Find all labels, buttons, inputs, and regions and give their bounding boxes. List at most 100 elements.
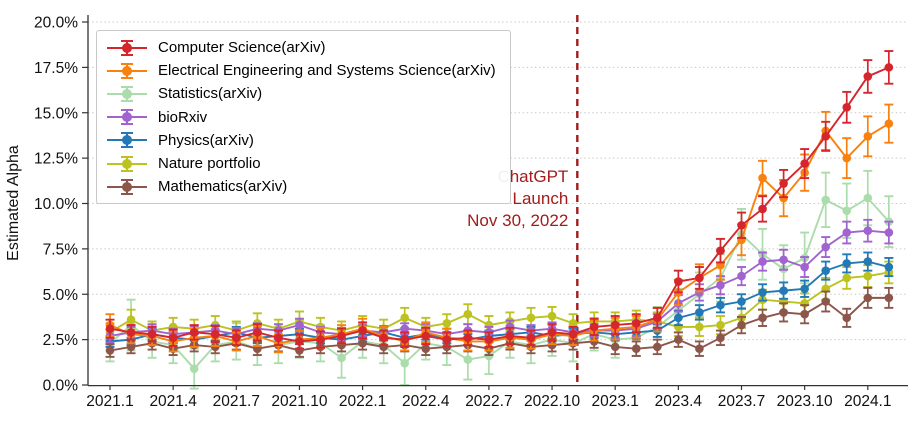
data-point	[400, 324, 410, 334]
y-tick-label: 7.5%	[43, 241, 79, 258]
legend-item-mathematics: Mathematics(arXiv)	[105, 175, 496, 198]
data-point	[400, 358, 410, 368]
data-point	[821, 266, 830, 275]
x-tick-label: 2021.4	[149, 393, 197, 410]
legend: Computer Science(arXiv) Electrical Engin…	[96, 30, 511, 205]
data-point	[526, 313, 536, 323]
data-point	[863, 257, 873, 266]
x-tick-label: 2022.4	[402, 393, 450, 410]
data-point	[505, 331, 515, 341]
y-tick-label: 2.5%	[43, 332, 79, 349]
data-point	[779, 255, 788, 265]
data-point	[800, 309, 809, 319]
errorbar-key-icon	[107, 132, 147, 149]
errorbar-key-icon	[107, 39, 147, 56]
legend-label: Mathematics(arXiv)	[158, 178, 288, 196]
data-point	[358, 326, 367, 335]
x-tick-label: 2023.10	[777, 393, 833, 410]
x-tick-label: 2022.7	[465, 393, 512, 410]
errorbar-key-icon	[107, 155, 147, 172]
series-line	[109, 271, 890, 334]
data-point	[610, 320, 620, 330]
data-point	[800, 284, 809, 294]
data-point	[737, 220, 746, 230]
x-tick-label: 2021.10	[271, 393, 327, 410]
data-point	[863, 132, 873, 141]
data-point	[821, 297, 830, 306]
data-point	[695, 344, 704, 354]
data-point	[568, 329, 578, 339]
data-point	[800, 262, 809, 272]
data-point	[842, 153, 852, 163]
legend-label: Physics(arXiv)	[158, 131, 254, 149]
data-point	[484, 335, 494, 344]
data-point	[189, 364, 199, 373]
data-point	[863, 226, 873, 236]
data-point	[779, 179, 788, 188]
data-point	[463, 333, 473, 343]
x-tick-label: 2023.4	[655, 393, 703, 410]
data-point	[842, 313, 852, 323]
data-point	[463, 355, 473, 364]
data-point	[653, 313, 662, 323]
chatgpt-launch-annotation: Launch	[513, 189, 569, 208]
legend-label: Statistics(arXiv)	[158, 85, 263, 103]
data-point	[716, 320, 725, 330]
legend-label: Computer Science(arXiv)	[158, 39, 326, 57]
data-point	[147, 329, 157, 339]
data-point	[737, 297, 746, 306]
data-point	[253, 328, 262, 337]
data-point	[842, 273, 852, 283]
x-tick-label: 2023.1	[591, 393, 638, 410]
data-point	[274, 333, 283, 343]
data-point	[210, 329, 220, 339]
data-point	[463, 309, 473, 319]
data-point	[610, 342, 620, 352]
data-point	[737, 271, 746, 281]
data-point	[526, 333, 536, 343]
data-point	[379, 333, 388, 343]
data-point	[758, 173, 767, 183]
data-point	[842, 103, 852, 112]
data-point	[295, 337, 304, 346]
data-point	[358, 338, 367, 348]
data-point	[189, 328, 199, 337]
data-point	[758, 313, 767, 323]
data-point	[400, 335, 410, 344]
data-point	[316, 335, 325, 344]
y-tick-label: 15.0%	[34, 105, 78, 122]
data-point	[716, 246, 725, 255]
data-point	[421, 331, 431, 341]
data-point	[105, 324, 115, 334]
data-point	[653, 342, 662, 352]
data-point	[779, 286, 788, 295]
y-tick-label: 20.0%	[34, 15, 78, 32]
data-point	[442, 318, 452, 328]
data-point	[421, 344, 431, 354]
data-point	[295, 320, 304, 330]
legend-item-biorxiv: bioRxiv	[105, 106, 496, 129]
data-point	[758, 204, 767, 214]
data-point	[674, 277, 683, 286]
data-point	[716, 333, 725, 343]
data-point	[568, 318, 578, 328]
data-point	[863, 193, 873, 203]
data-point	[126, 315, 136, 324]
x-tick-label: 2021.7	[213, 393, 260, 410]
data-point	[631, 344, 641, 354]
data-point	[674, 313, 683, 323]
data-point	[547, 328, 557, 337]
y-tick-label: 10.0%	[34, 196, 78, 213]
y-axis-label: Estimated Alpha	[5, 145, 22, 261]
data-point	[337, 353, 346, 363]
legend-item-statistics: Statistics(arXiv)	[105, 82, 496, 105]
data-point	[400, 313, 410, 323]
x-tick-label: 2021.1	[86, 393, 133, 410]
y-tick-label: 5.0%	[43, 287, 79, 304]
data-point	[821, 195, 830, 205]
data-point	[737, 320, 746, 330]
x-tick-label: 2022.10	[524, 393, 580, 410]
data-point	[821, 132, 830, 141]
data-point	[884, 293, 894, 303]
